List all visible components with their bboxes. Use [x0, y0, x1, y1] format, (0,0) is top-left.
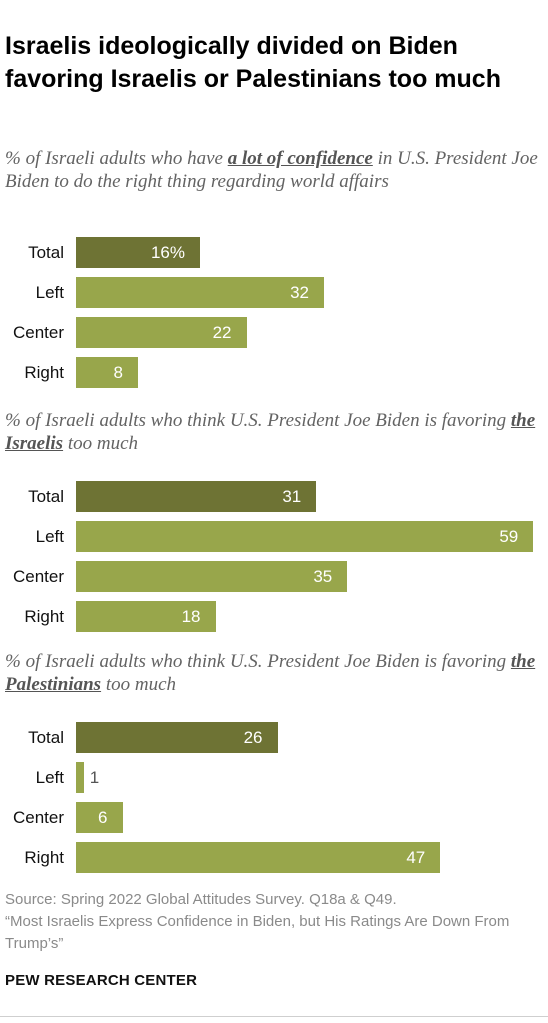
category-label: Total: [28, 243, 64, 262]
bar: [76, 601, 216, 632]
category-label: Total: [28, 728, 64, 747]
bottom-divider: [0, 1016, 548, 1017]
data-label: 59: [499, 527, 519, 546]
category-label: Left: [35, 527, 64, 546]
org-logo-text: PEW RESEARCH CENTER: [5, 972, 198, 989]
data-label: 22: [212, 323, 232, 342]
data-label: 1: [89, 768, 100, 787]
panel-subtitle: % of Israeli adults who think U.S. Presi…: [5, 409, 545, 455]
panel-subtitle-emphasis: a lot of confidence: [227, 148, 373, 169]
bar: [76, 481, 317, 512]
category-label: Center: [12, 567, 64, 586]
category-label: Right: [24, 848, 64, 867]
bar: [76, 561, 348, 592]
bar: [76, 521, 534, 552]
bar: [76, 237, 200, 268]
data-label: 31: [282, 487, 302, 506]
panel-subtitle-text: % of Israeli adults who think U.S. Presi…: [5, 651, 511, 672]
source-report-title: “Most Israelis Express Confidence in Bid…: [5, 913, 510, 952]
category-label: Left: [35, 768, 64, 787]
category-label: Center: [12, 323, 64, 342]
panel-subtitle-text: too much: [63, 433, 139, 454]
data-label: 18: [181, 607, 201, 626]
category-label: Right: [24, 607, 64, 626]
data-label: 32: [290, 283, 309, 302]
bar: [76, 762, 84, 793]
data-label: 47: [406, 848, 426, 867]
panel-subtitle-emphasis: the Palestinians: [5, 651, 536, 695]
data-label: 35: [313, 567, 333, 586]
bar: [76, 802, 123, 833]
source-line: Source: Spring 2022 Global Attitudes Sur…: [5, 891, 397, 908]
category-label: Total: [28, 487, 64, 506]
bar: [76, 277, 324, 308]
panel-subtitle-text: in U.S. President Joe Biden to do the ri…: [5, 148, 538, 192]
data-label: 8: [113, 363, 123, 382]
data-label: 16%: [150, 243, 185, 262]
data-label: 6: [98, 808, 108, 827]
chart-title: Israelis ideologically divided on Biden …: [5, 32, 501, 93]
panel-subtitle: % of Israeli adults who think U.S. Presi…: [5, 650, 545, 696]
category-label: Left: [35, 283, 64, 302]
bar: [76, 722, 278, 753]
panel-subtitle: % of Israeli adults who have a lot of co…: [5, 147, 545, 193]
bar: [76, 842, 441, 873]
category-label: Center: [12, 808, 64, 827]
data-label: 26: [243, 728, 263, 747]
bar: [76, 357, 138, 388]
category-label: Right: [24, 363, 64, 382]
panel-subtitle-text: % of Israeli adults who have: [5, 148, 228, 169]
panel-subtitle-text: too much: [101, 674, 177, 695]
panel-subtitle-emphasis: the Israelis: [5, 410, 536, 454]
panel-subtitle-text: % of Israeli adults who think U.S. Presi…: [5, 410, 511, 431]
bar: [76, 317, 247, 348]
source-note: Source: Spring 2022 Global Attitudes Sur…: [5, 889, 545, 955]
